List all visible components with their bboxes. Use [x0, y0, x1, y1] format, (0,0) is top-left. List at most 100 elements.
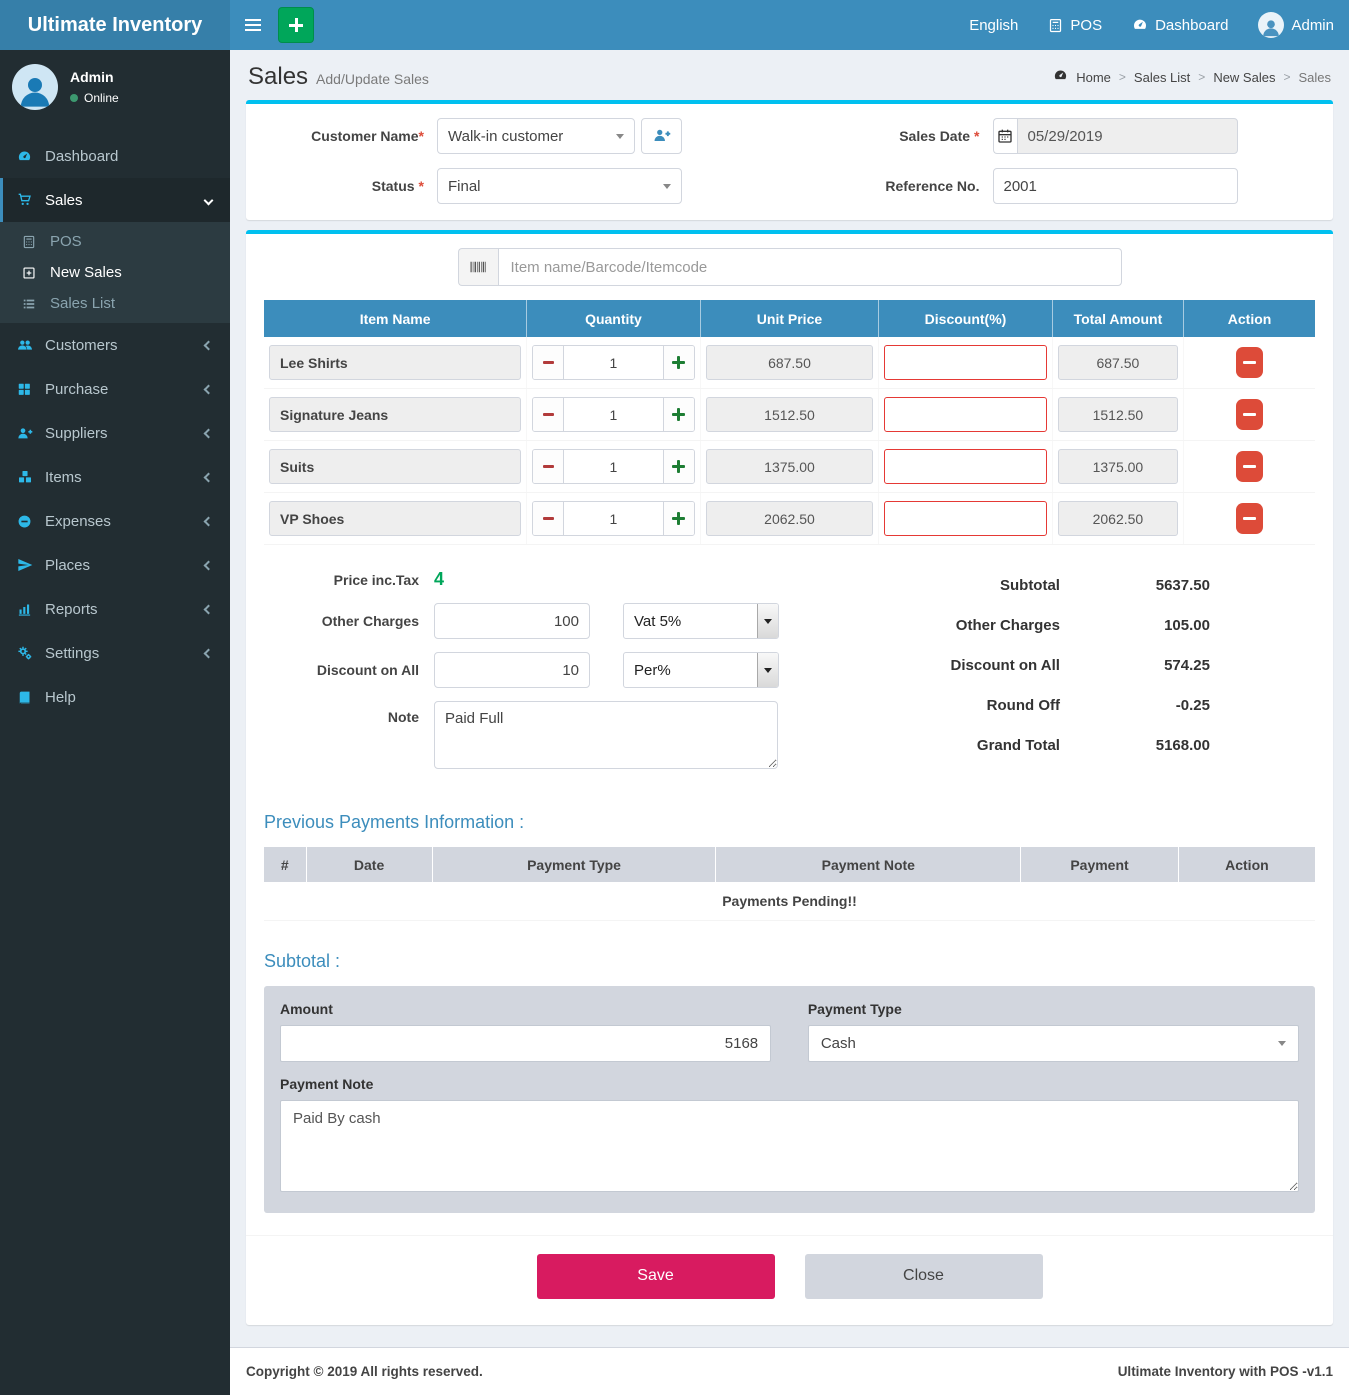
plus-icon: [672, 512, 685, 525]
col-header-payment-type: Payment Type: [432, 847, 716, 882]
chevron-down-icon: [663, 184, 671, 189]
discount-total-value: 574.25: [1060, 657, 1210, 674]
sidebar-item-sales-list[interactable]: Sales List: [0, 288, 230, 319]
round-off-label: Round Off: [987, 697, 1060, 714]
sidebar-item-pos[interactable]: POS: [0, 226, 230, 257]
discount-input[interactable]: [884, 449, 1046, 484]
col-header-item-name: Item Name: [264, 300, 527, 337]
footer: Copyright © 2019 All rights reserved. Ul…: [230, 1347, 1349, 1395]
sales-date-input[interactable]: [1017, 118, 1238, 154]
breadcrumb-sales-list[interactable]: Sales List: [1134, 70, 1190, 85]
sidebar-item-new-sales[interactable]: New Sales: [0, 257, 230, 288]
sidebar-item-dashboard[interactable]: Dashboard: [0, 134, 230, 178]
breadcrumb-new-sales[interactable]: New Sales: [1213, 70, 1275, 85]
sidebar-item-reports[interactable]: Reports: [0, 587, 230, 631]
discount-input[interactable]: [884, 501, 1046, 536]
minus-icon: [1243, 361, 1256, 364]
qty-input[interactable]: [564, 398, 662, 431]
discount-type-select[interactable]: Per%: [623, 652, 779, 688]
grand-total-label: Grand Total: [977, 737, 1060, 754]
quantity-stepper: [532, 501, 694, 536]
sidebar-item-purchase[interactable]: Purchase: [0, 367, 230, 411]
close-button[interactable]: Close: [805, 1254, 1043, 1299]
chevron-left-icon: [204, 340, 214, 350]
payment-note-textarea[interactable]: Paid By cash: [280, 1100, 1299, 1192]
note-textarea[interactable]: Paid Full: [434, 701, 778, 769]
sidebar-toggle-icon[interactable]: [230, 0, 276, 50]
sidebar-user-panel: Admin Online: [0, 50, 230, 126]
amount-input[interactable]: [280, 1025, 771, 1062]
remove-item-button[interactable]: [1236, 451, 1263, 482]
other-charges-total-label: Other Charges: [956, 617, 1060, 634]
sidebar-item-expenses[interactable]: Expenses: [0, 499, 230, 543]
qty-increase-button[interactable]: [663, 346, 694, 379]
col-header-action: Action: [1178, 847, 1315, 882]
add-customer-button[interactable]: [641, 118, 682, 154]
quick-add-button[interactable]: [278, 7, 314, 43]
discount-input[interactable]: [884, 345, 1046, 380]
qty-increase-button[interactable]: [663, 502, 694, 535]
user-plus-icon: [653, 126, 671, 147]
payment-type-label: Payment Type: [808, 1001, 1299, 1017]
breadcrumb-home[interactable]: Home: [1076, 70, 1111, 85]
qty-decrease-button[interactable]: [533, 398, 564, 431]
remove-item-button[interactable]: [1236, 347, 1263, 378]
app-logo[interactable]: Ultimate Inventory: [0, 0, 230, 50]
sale-header-card: Customer Name* Walk-in customer Sales Da…: [246, 100, 1333, 220]
payment-type-select[interactable]: Cash: [808, 1025, 1299, 1062]
item-name-field: Suits: [269, 449, 521, 484]
col-header-discount: Discount(%): [879, 300, 1052, 337]
other-charges-input[interactable]: [434, 603, 590, 639]
sidebar-item-customers[interactable]: Customers: [0, 323, 230, 367]
chevron-down-icon: [757, 653, 778, 687]
qty-decrease-button[interactable]: [533, 502, 564, 535]
sidebar-item-sales[interactable]: Sales: [0, 178, 230, 222]
qty-input[interactable]: [564, 502, 662, 535]
sidebar-item-places[interactable]: Places: [0, 543, 230, 587]
online-dot-icon: [70, 94, 78, 102]
save-button[interactable]: Save: [537, 1254, 775, 1299]
sidebar-item-help[interactable]: Help: [0, 675, 230, 719]
breadcrumb: Home > Sales List > New Sales > Sales: [1053, 68, 1331, 86]
discount-on-all-input[interactable]: [434, 652, 590, 688]
qty-decrease-button[interactable]: [533, 450, 564, 483]
remove-item-button[interactable]: [1236, 399, 1263, 430]
minus-icon: [543, 413, 554, 416]
customer-select[interactable]: Walk-in customer: [437, 118, 635, 154]
qty-increase-button[interactable]: [663, 398, 694, 431]
round-off-value: -0.25: [1060, 697, 1210, 714]
item-search-input[interactable]: [498, 248, 1122, 286]
col-header-quantity: Quantity: [527, 300, 700, 337]
calendar-icon[interactable]: [993, 118, 1017, 154]
dashboard-icon: [1132, 17, 1148, 33]
minus-icon: [543, 361, 554, 364]
qty-input[interactable]: [564, 346, 662, 379]
user-plus-icon: [17, 425, 45, 441]
col-header-number: #: [264, 847, 306, 882]
qty-decrease-button[interactable]: [533, 346, 564, 379]
sidebar-item-suppliers[interactable]: Suppliers: [0, 411, 230, 455]
other-charges-tax-select[interactable]: Vat 5%: [623, 603, 779, 639]
minus-icon: [1243, 413, 1256, 416]
sidebar-item-items[interactable]: Items: [0, 455, 230, 499]
discount-input[interactable]: [884, 397, 1046, 432]
status-label: Status*: [264, 178, 424, 194]
barcode-icon: [458, 248, 498, 286]
sidebar-item-settings[interactable]: Settings: [0, 631, 230, 675]
reference-no-input[interactable]: [993, 168, 1238, 204]
table-row: Signature Jeans 1512.50: [264, 389, 1315, 441]
qty-increase-button[interactable]: [663, 450, 694, 483]
remove-item-button[interactable]: [1236, 503, 1263, 534]
chevron-left-icon: [204, 384, 214, 394]
language-menu[interactable]: English: [954, 0, 1033, 50]
customer-name-label: Customer Name*: [264, 128, 424, 144]
status-select[interactable]: Final: [437, 168, 682, 204]
nav-dashboard-link[interactable]: Dashboard: [1117, 0, 1243, 50]
table-row: Lee Shirts 687.50: [264, 337, 1315, 389]
plus-square-icon: [22, 266, 50, 280]
qty-input[interactable]: [564, 450, 662, 483]
nav-pos-link[interactable]: POS: [1033, 0, 1117, 50]
user-menu[interactable]: Admin: [1243, 0, 1349, 50]
previous-payments-table: # Date Payment Type Payment Note Payment…: [264, 847, 1315, 921]
payment-entry-panel: Amount Payment Type Cash P: [264, 986, 1315, 1213]
